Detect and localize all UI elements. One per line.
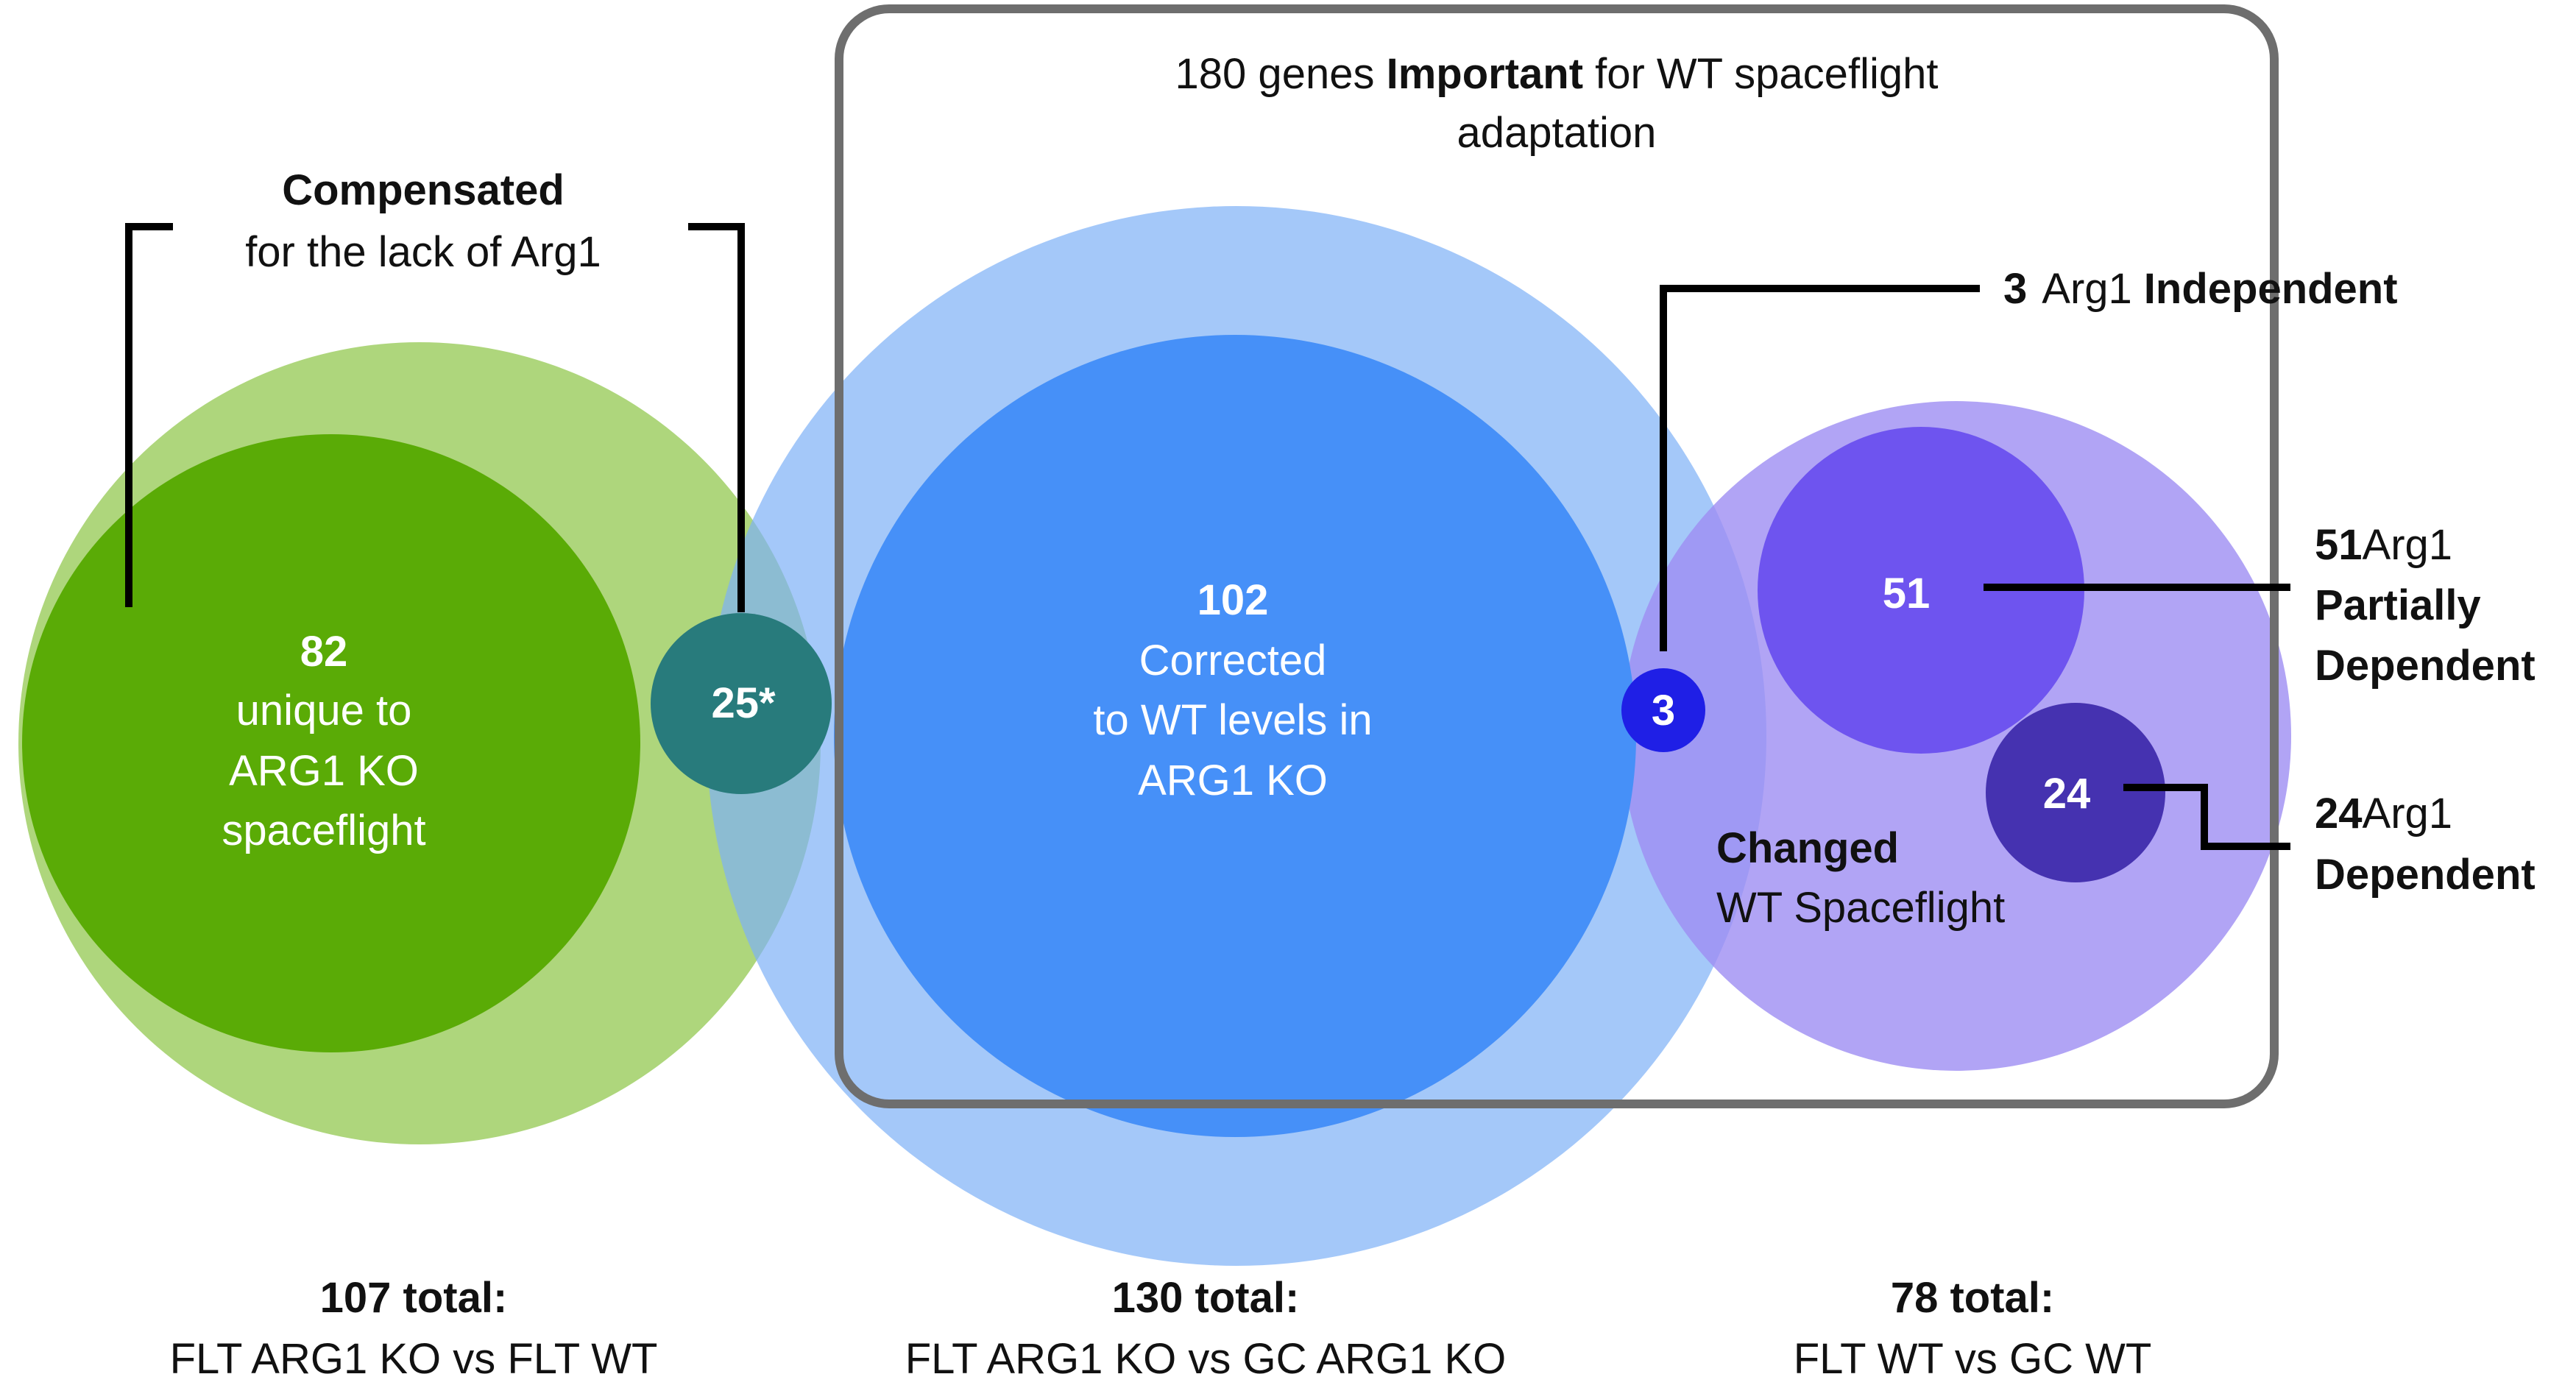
blue-inner-circle xyxy=(834,335,1636,1137)
total-blue-bold: 130 total: xyxy=(1112,1274,1300,1322)
partial-callout-line2: Partially xyxy=(2315,581,2481,629)
purple-outer-bold: Changed xyxy=(1716,824,1899,872)
blue-inner-line2: to WT levels in xyxy=(1093,696,1372,744)
total-purple-bold: 78 total: xyxy=(1891,1274,2054,1322)
compensated-text: for the lack of Arg1 xyxy=(245,228,601,276)
total-blue-text: FLT ARG1 KO vs GC ARG1 KO xyxy=(905,1335,1507,1383)
green-inner-line1: unique to xyxy=(236,687,412,734)
dependent-callout-line1: 24Arg1 xyxy=(2315,790,2452,838)
green-inner-count: 82 xyxy=(300,628,348,676)
compensated-bracket xyxy=(125,223,745,612)
independent-callout-text: 3 Arg1 Independent xyxy=(2003,265,2398,313)
compensated-title: Compensated xyxy=(282,166,565,214)
partial-callout-line3: Dependent xyxy=(2315,642,2536,690)
purple-partial-label: 51 xyxy=(1883,570,1931,617)
overlap-blue-purple-circle xyxy=(1621,668,1705,752)
blue-inner-line1: Corrected xyxy=(1139,637,1327,684)
green-inner-line2: ARG1 KO xyxy=(229,747,419,795)
purple-dependent-circle xyxy=(1986,703,2165,882)
purple-dependent-label: 24 xyxy=(2043,770,2091,818)
important-genes-box xyxy=(835,4,2279,1108)
important-box-title-line2: adaptation xyxy=(1457,109,1657,157)
green-inner-line3: spaceflight xyxy=(222,807,425,854)
blue-inner-count: 102 xyxy=(1197,576,1269,624)
total-purple-text: FLT WT vs GC WT xyxy=(1794,1335,2152,1383)
independent-callout-line xyxy=(1660,285,1980,651)
total-green-text: FLT ARG1 KO vs FLT WT xyxy=(170,1335,658,1383)
partial-callout-line1: 51Arg1 xyxy=(2315,521,2452,569)
overlap-green-blue-label: 25* xyxy=(711,679,776,727)
overlap-blue-purple-label: 3 xyxy=(1652,687,1675,734)
overlap-green-blue-circle xyxy=(651,613,832,794)
total-green-bold: 107 total: xyxy=(320,1274,508,1322)
dependent-callout-line xyxy=(2123,784,2290,850)
green-inner-circle xyxy=(22,434,640,1052)
blue-inner-line3: ARG1 KO xyxy=(1138,757,1328,804)
purple-outer-text: WT Spaceflight xyxy=(1716,884,2005,932)
purple-partial-circle xyxy=(1758,427,2084,754)
dependent-callout-line2: Dependent xyxy=(2315,851,2536,899)
important-box-title-line1: 180 genes Important for WT spaceflight xyxy=(1175,50,1939,98)
